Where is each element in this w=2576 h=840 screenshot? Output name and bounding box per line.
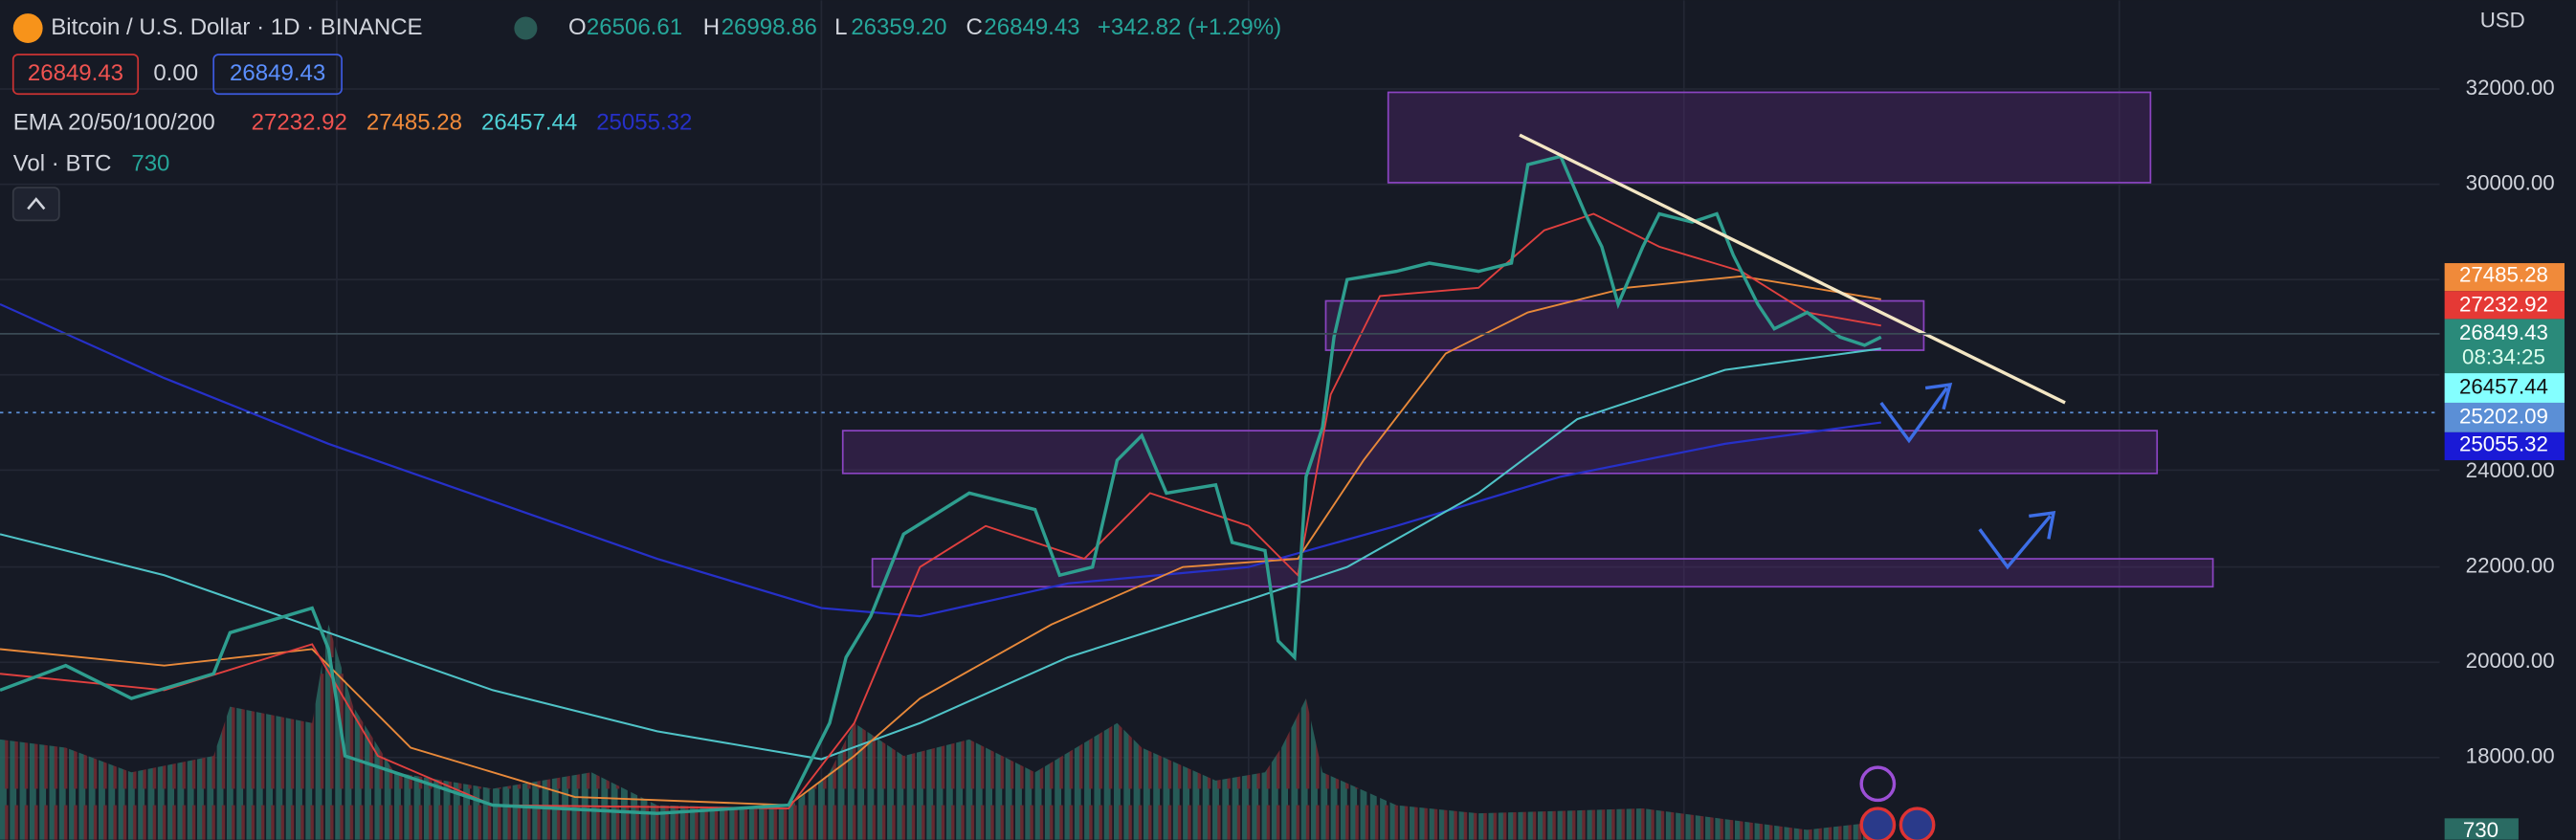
axis-label: 30000.00 [2466,171,2555,195]
badge-text: 27485.28 [2459,263,2548,287]
ema-label: EMA 20/50/100/200 [13,109,215,135]
currency[interactable]: USD [2480,9,2525,33]
ohlc-value: 26359.20 [851,14,946,40]
spread: 0.00 [153,60,198,86]
ohlc-label: C [966,14,983,40]
event-icon[interactable] [1859,807,1897,840]
volume-value: 730 [131,150,169,176]
arrow-head [2029,510,2056,540]
buy-button[interactable] [212,54,343,96]
badge-text: 25055.32 [2459,432,2548,456]
badge [2444,319,2565,374]
countdown: 08:34:25 [2462,345,2545,369]
change: +342.82 (+1.29%) [1098,14,1281,40]
ema-value: 27485.28 [366,109,462,135]
badge [2444,402,2565,432]
badge-text: 26457.44 [2459,374,2548,398]
grid [0,0,2440,840]
volume-bars [0,624,1881,840]
event-icon[interactable] [1899,807,1936,840]
ohlc-label: H [703,14,720,40]
trend-line [1519,133,2066,405]
badge [2444,263,2565,292]
badge-text: 27232.92 [2459,293,2548,317]
collapse-icon[interactable] [27,197,46,210]
sell-button[interactable] [11,54,140,96]
ohlc-value: 26998.86 [722,14,817,40]
coin-icon [12,13,43,43]
ema-value: 25055.32 [596,109,692,135]
event-icon[interactable] [1859,765,1897,803]
ema-value: 26457.44 [481,109,577,135]
badge [2444,373,2565,403]
arrow [1879,387,1948,444]
axis-label: 24000.00 [2466,458,2555,482]
ema-20 [0,212,1881,809]
volume-label: Vol · BTC [13,150,112,176]
ohlc-label: L [834,14,847,40]
axis-label: 22000.00 [2466,554,2555,578]
price-path [0,154,1882,815]
badge-text: 25202.09 [2459,404,2548,428]
buy-price[interactable]: 26849.43 [230,60,325,86]
arrow [1978,515,2052,570]
ohlc-value: 26506.61 [587,14,682,40]
status-dot [514,16,538,40]
ohlc-value: 26849.43 [984,14,1079,40]
badge [2444,818,2519,840]
arrow-head [1924,383,1953,410]
axis-label: 32000.00 [2466,76,2555,99]
badge-text: 26849.43 [2459,321,2548,344]
ohlc-label: O [568,14,587,40]
ema-value: 27232.92 [252,109,347,135]
ema-50 [0,275,1881,807]
ema-200 [0,302,1881,618]
sell-price[interactable]: 26849.43 [28,60,123,86]
axis-label: 20000.00 [2466,649,2555,673]
collapse-button[interactable] [11,187,60,222]
badge [2444,431,2565,461]
ema-100 [0,347,1881,761]
badge [2444,291,2565,320]
symbol[interactable]: Bitcoin / U.S. Dollar · 1D · BINANCE [51,14,422,40]
zones [841,91,2214,588]
axis-label: 18000.00 [2466,744,2555,768]
badge-text: 730 [2463,818,2498,840]
